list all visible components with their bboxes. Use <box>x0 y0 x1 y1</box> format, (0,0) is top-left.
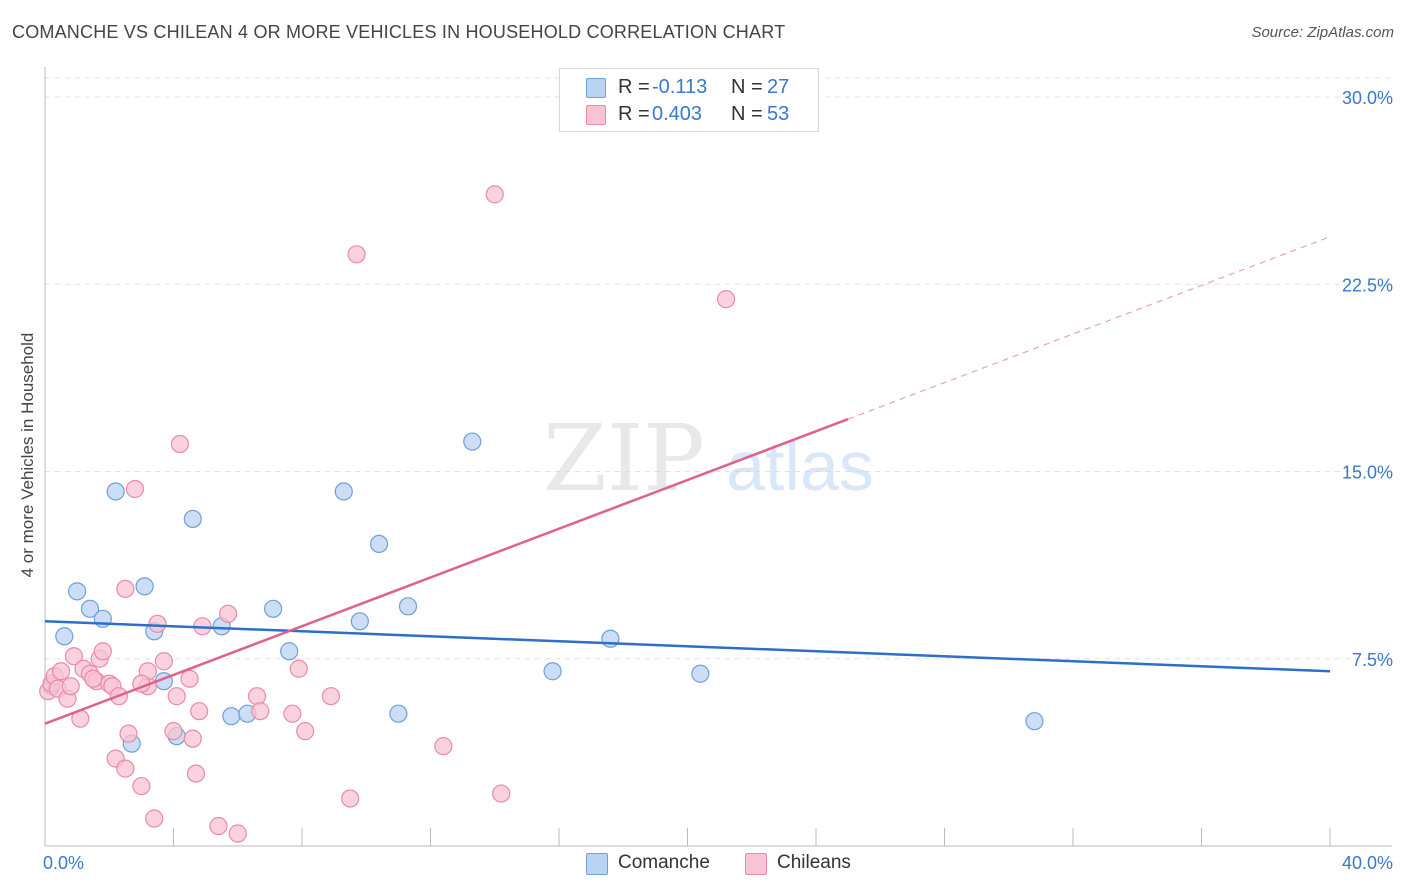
chilean-point <box>209 816 228 836</box>
axes <box>44 67 1392 847</box>
chilean-point <box>190 702 209 721</box>
chilean-point <box>716 290 736 309</box>
comanche-point <box>543 662 562 681</box>
chilean-point <box>434 737 453 756</box>
legend-n-value: 53 <box>767 103 790 125</box>
comanche-point <box>263 599 283 618</box>
chart-title: COMANCHE VS CHILEAN 4 OR MORE VEHICLES I… <box>12 22 786 42</box>
comanche-point <box>183 509 202 529</box>
comanche-swatch <box>586 78 606 98</box>
chilean-point <box>119 724 138 743</box>
legend-r-value: 0.403 <box>652 103 703 125</box>
comanche-point <box>280 642 299 661</box>
x-tick-label: 0.0% <box>43 853 84 873</box>
legend-n-label: N = <box>731 103 763 125</box>
trendlines <box>44 236 1331 725</box>
series-legend: Comanche Chileans <box>0 852 1406 878</box>
comanche-point <box>55 627 74 646</box>
legend-label-comanche: Comanche <box>618 852 710 873</box>
chilean-point <box>116 579 135 598</box>
comanche-point <box>106 482 125 501</box>
x-tick-label: 40.0% <box>1342 853 1393 873</box>
chilean-point <box>228 824 247 843</box>
chilean-point <box>186 764 206 783</box>
watermark-atlas: atlas <box>726 427 874 505</box>
chilean-trendline <box>44 417 849 725</box>
chilean-point <box>125 479 145 499</box>
chilean-point <box>180 669 199 688</box>
chilean-point <box>145 809 164 828</box>
chilean-point <box>183 729 202 748</box>
chilean-point <box>116 759 135 778</box>
chilean-point <box>154 652 173 671</box>
chilean-point <box>341 789 360 808</box>
chilean-point <box>84 669 103 688</box>
comanche-point <box>68 582 87 601</box>
chilean-point <box>296 722 315 741</box>
comanche-point <box>1025 712 1044 731</box>
legend-r-value: -0.113 <box>652 76 708 98</box>
comanche-point <box>463 432 482 451</box>
chilean-point <box>289 659 308 678</box>
chilean-point <box>167 687 186 706</box>
chilean-point <box>61 677 80 696</box>
chilean-swatch <box>586 105 606 125</box>
comanche-point <box>389 704 408 723</box>
data-points <box>39 185 1044 843</box>
correlation-legend: R = -0.113 N = 27 R = 0.403 N = 53 <box>559 68 819 132</box>
chilean-point <box>170 434 190 454</box>
legend-label-chileans: Chileans <box>777 852 851 873</box>
chilean-point <box>283 704 302 723</box>
chilean-point <box>251 702 270 721</box>
y-tick-label: 22.5% <box>1342 275 1393 295</box>
comanche-point <box>691 664 710 683</box>
comanche-point <box>370 534 389 554</box>
comanche-point <box>398 597 418 616</box>
watermark: ZIP atlas <box>543 405 874 512</box>
chilean-legend-swatch <box>745 853 767 875</box>
chilean-point <box>219 604 238 623</box>
comanche-legend-swatch <box>586 853 608 875</box>
legend-row-chileans: R = 0.403 N = 53 <box>560 103 818 127</box>
chilean-point <box>347 245 366 264</box>
chilean-point <box>485 185 504 204</box>
chilean-point <box>132 776 151 796</box>
tick-labels: 7.5% 15.0% 22.5% 30.0% 0.0% 40.0% <box>43 88 1393 873</box>
gridlines <box>45 77 1392 660</box>
legend-row-comanche: R = -0.113 N = 27 <box>560 76 818 100</box>
chilean-point <box>321 687 341 706</box>
chilean-point <box>51 662 71 681</box>
chilean-point <box>164 722 183 741</box>
source-label: Source: ZipAtlas.com <box>1251 24 1394 41</box>
comanche-point <box>135 577 154 596</box>
legend-n-value: 27 <box>767 76 790 98</box>
legend-r-label: R = <box>618 103 650 125</box>
comanche-point <box>350 612 369 631</box>
y-tick-label: 7.5% <box>1352 650 1393 670</box>
y-tick-label: 30.0% <box>1342 88 1393 108</box>
comanche-point <box>222 707 241 726</box>
comanche-point <box>334 482 353 501</box>
chilean-point <box>492 784 511 803</box>
legend-n-label: N = <box>731 76 763 98</box>
y-tick-label: 15.0% <box>1342 463 1393 483</box>
chilean-trendline <box>847 236 1331 420</box>
legend-r-label: R = <box>618 76 650 98</box>
comanche-trendline <box>44 620 1331 673</box>
watermark-zip: ZIP <box>543 405 705 512</box>
chilean-point <box>64 647 84 666</box>
chilean-point <box>93 642 112 661</box>
chilean-point <box>148 614 167 633</box>
chilean-point <box>247 687 267 706</box>
comanche-point <box>80 599 100 618</box>
